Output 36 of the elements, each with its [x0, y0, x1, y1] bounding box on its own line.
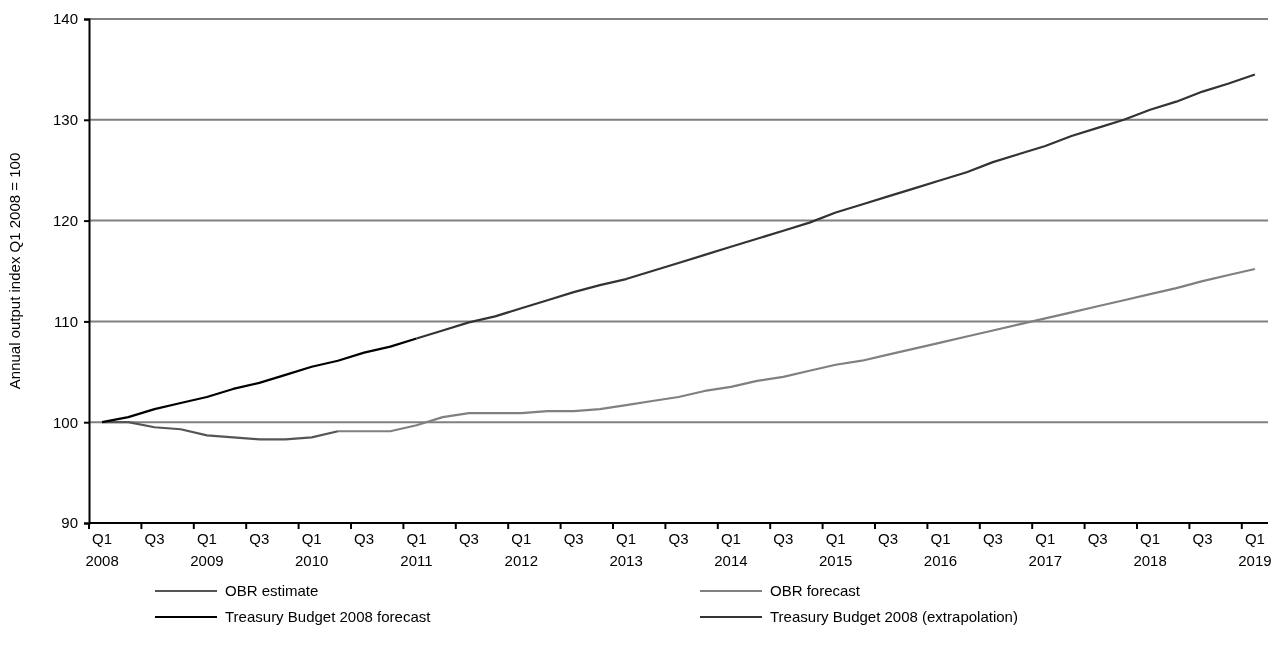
y-tick-label: 140: [52, 10, 78, 28]
x-tick-label: Q1 2012: [504, 530, 538, 569]
x-tick-label: Q1 2013: [609, 530, 643, 569]
x-tick-label: Q3: [249, 530, 270, 547]
y-tick-label: 90: [61, 514, 78, 532]
x-tick-label: Q3: [668, 530, 689, 547]
x-tick-label: Q1 2008: [85, 530, 119, 569]
x-tick-label: Q1 2011: [400, 530, 433, 569]
x-tick-label: Q3: [982, 530, 1003, 547]
legend-label: Treasury Budget 2008 (extrapolation): [770, 608, 1018, 625]
x-tick-label: Q3: [563, 530, 584, 547]
x-tick-label: Q1 2018: [1133, 530, 1167, 569]
x-tick-label: Q1 2016: [923, 530, 958, 569]
x-tick-label: Q1 2014: [714, 530, 748, 569]
line-series: [415, 73, 1256, 340]
x-tick-label: Q3: [878, 530, 899, 547]
legend-label: OBR forecast: [770, 582, 861, 599]
y-axis-title: Annual output index Q1 2008 = 100: [6, 152, 23, 390]
x-tick-label: Q3: [144, 530, 165, 547]
y-tick-label: 100: [52, 413, 78, 431]
x-tick-label: Q1 2010: [295, 530, 329, 569]
legend-label: OBR estimate: [225, 582, 319, 599]
line-series: [101, 337, 418, 424]
x-tick-label: Q1 2017: [1028, 530, 1062, 569]
y-tick-label: 130: [52, 111, 78, 129]
x-tick-label: Q3: [458, 530, 479, 547]
x-tick-label: Q1 2009: [190, 530, 224, 569]
x-tick-label: Q3: [1087, 530, 1108, 547]
x-tick-label: Q3: [354, 530, 375, 547]
x-tick-label: Q1 2019: [1238, 530, 1272, 569]
legend-label: Treasury Budget 2008 forecast: [225, 608, 432, 625]
x-tick-label: Q3: [1192, 530, 1213, 547]
y-tick-label: 120: [52, 211, 78, 229]
x-tick-label: Q1 2015: [819, 530, 853, 569]
y-tick-label: 110: [54, 312, 78, 330]
x-tick-label: Q3: [773, 530, 794, 547]
